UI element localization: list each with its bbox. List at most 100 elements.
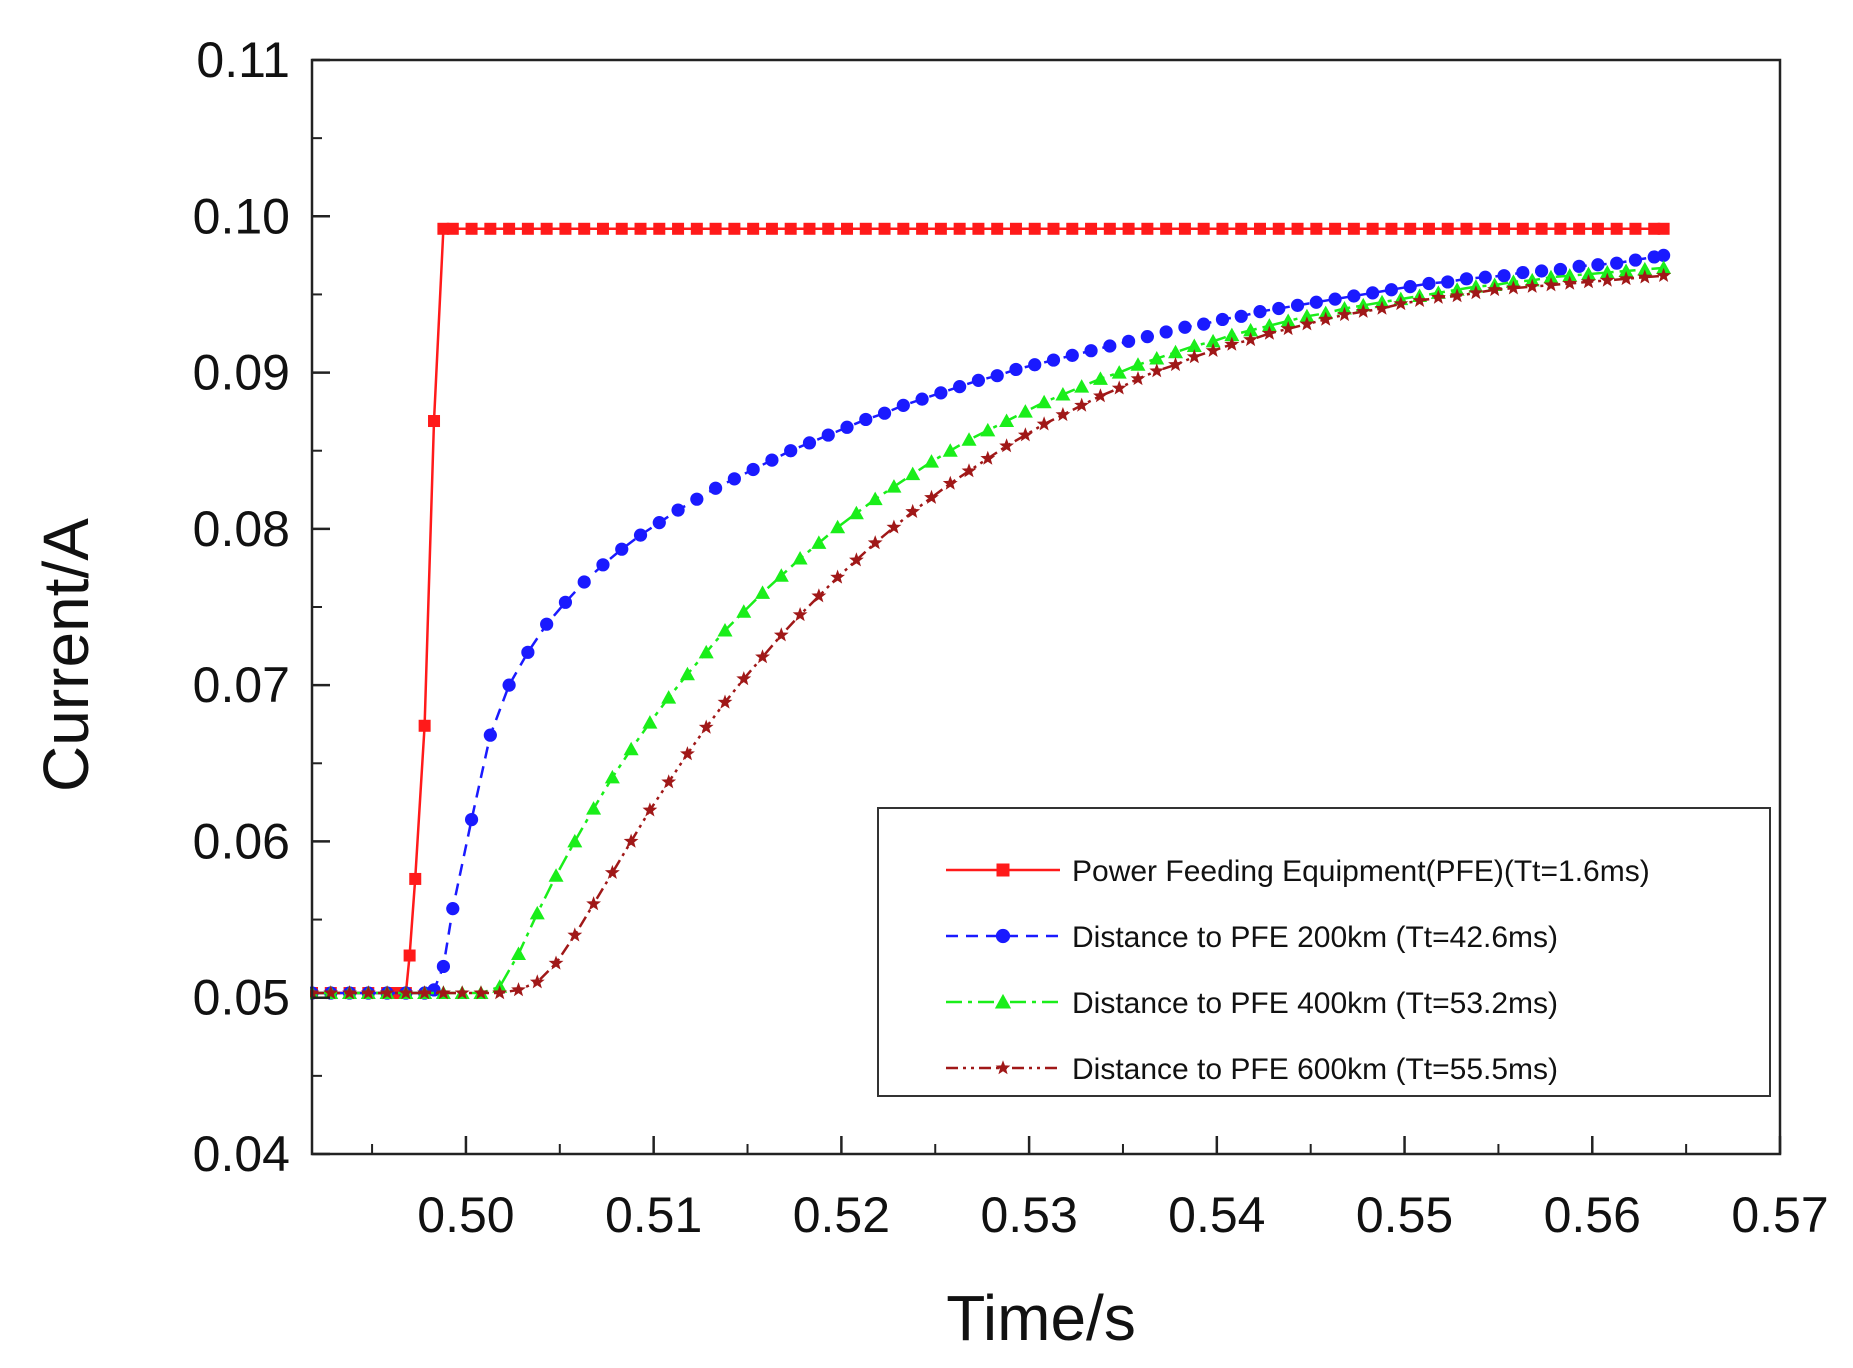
data-point (634, 222, 647, 235)
data-point (1404, 222, 1417, 235)
data-point (830, 569, 845, 584)
data-point (342, 985, 357, 1000)
data-point (1337, 306, 1352, 322)
data-point (765, 453, 779, 467)
data-point (1028, 222, 1041, 235)
data-point (821, 428, 835, 442)
data-point (1573, 222, 1586, 235)
legend-entry: Distance to PFE 400km (Tt=53.2ms) (946, 987, 1558, 1020)
data-point (1516, 222, 1529, 235)
legend-entry: Power Feeding Equipment(PFE)(Tt=1.6ms) (946, 855, 1650, 888)
data-point (1366, 222, 1379, 235)
data-point (1103, 222, 1116, 235)
data-point (1628, 253, 1643, 267)
data-point (1459, 272, 1474, 286)
data-point (848, 505, 864, 520)
data-point (1535, 222, 1548, 235)
legend-marker (994, 993, 1012, 1009)
data-point (867, 535, 883, 550)
data-point (999, 438, 1014, 453)
data-point (1441, 222, 1454, 235)
data-point (604, 864, 620, 879)
x-tick-label: 0.56 (1544, 1187, 1641, 1243)
data-point (1618, 271, 1634, 286)
data-point (1299, 316, 1315, 331)
data-point (773, 568, 789, 582)
data-point (1234, 309, 1248, 323)
data-point (1498, 222, 1511, 235)
data-point (1017, 427, 1033, 442)
data-point (736, 671, 752, 686)
data-point (784, 222, 797, 235)
data-point (558, 595, 573, 609)
data-point (934, 222, 947, 235)
data-point (811, 588, 827, 603)
x-axis-title: Time/s (946, 1282, 1136, 1354)
data-point (1009, 222, 1022, 235)
data-point (1055, 407, 1071, 422)
data-point (1534, 264, 1549, 278)
data-point (1618, 263, 1634, 277)
data-point (1235, 222, 1248, 235)
data-point (398, 985, 414, 1000)
data-point (1562, 275, 1578, 290)
data-point (1130, 357, 1146, 371)
data-point (548, 955, 564, 970)
data-point (1309, 295, 1323, 309)
data-point (905, 503, 921, 518)
data-point (746, 462, 760, 477)
data-point (1648, 222, 1661, 235)
data-point (1657, 248, 1671, 262)
data-point (680, 746, 695, 761)
data-point (717, 694, 733, 709)
data-point (736, 604, 752, 618)
data-point (1074, 397, 1090, 412)
data-point (484, 222, 497, 235)
data-point (428, 415, 441, 428)
data-point (671, 503, 685, 517)
data-point (1122, 222, 1135, 235)
data-point (802, 436, 817, 450)
data-point (1253, 305, 1267, 319)
data-point (991, 222, 1004, 235)
data-point (1599, 265, 1615, 279)
data-point (1290, 298, 1305, 312)
x-axis-tick-labels: 0.50 0.51 0.52 0.53 0.54 0.55 0.56 0.57 (417, 1187, 1828, 1243)
data-point (1084, 344, 1098, 358)
data-point (1243, 322, 1259, 337)
data-point (1103, 339, 1117, 353)
data-point (709, 481, 723, 495)
data-point (1384, 283, 1399, 297)
data-point (567, 927, 583, 942)
data-point (436, 985, 451, 1000)
data-point (540, 617, 554, 631)
data-point (652, 516, 666, 530)
data-point (642, 802, 658, 817)
axis-ticks (312, 58, 1782, 1156)
data-point (1572, 259, 1586, 273)
data-point (1637, 269, 1653, 284)
data-point (529, 905, 545, 920)
legend-label: Distance to PFE 200km (Tt=42.6ms) (1072, 921, 1558, 954)
data-point (727, 472, 741, 486)
data-point (454, 985, 470, 1000)
data-point (1186, 349, 1202, 364)
data-point (755, 585, 771, 599)
data-point (1160, 222, 1173, 235)
data-point (1046, 353, 1061, 367)
data-point (529, 974, 545, 989)
data-point (1065, 348, 1079, 362)
data-point (623, 833, 639, 848)
series-layer (310, 222, 1672, 1000)
x-tick-label: 0.53 (980, 1187, 1077, 1243)
data-point (1347, 222, 1360, 235)
data-point (1055, 386, 1071, 401)
data-point (672, 222, 685, 235)
data-point (1581, 274, 1596, 289)
y-axis-tick-labels: 0.04 0.05 0.06 0.07 0.08 0.09 0.10 0.11 (193, 32, 290, 1182)
data-point (1479, 222, 1492, 235)
data-point (1243, 332, 1258, 347)
data-point (1524, 278, 1540, 293)
data-point (1412, 292, 1427, 307)
